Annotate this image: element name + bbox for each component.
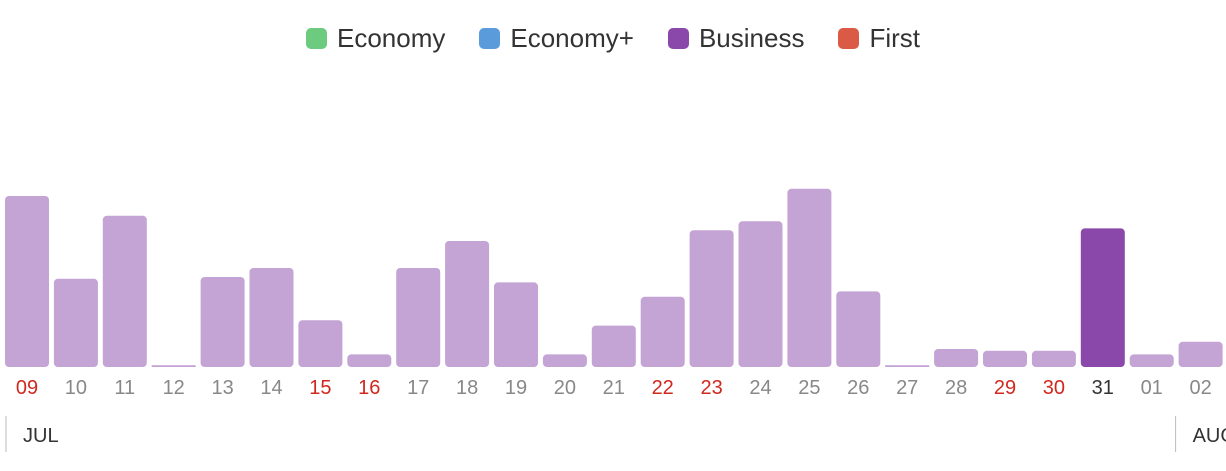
legend-label: Economy — [336, 22, 446, 53]
x-tick-30[interactable]: 30 — [1043, 377, 1065, 399]
legend-label: First — [869, 22, 920, 53]
x-tick-29[interactable]: 29 — [994, 377, 1016, 399]
bar-26[interactable] — [836, 291, 881, 367]
bar-25[interactable] — [787, 188, 832, 367]
bar-31[interactable] — [1080, 228, 1125, 367]
x-tick-21[interactable]: 21 — [603, 377, 625, 399]
month-labels: JUL AUG — [5, 416, 1226, 452]
bar-24[interactable] — [738, 221, 783, 367]
x-tick-02[interactable]: 02 — [1189, 377, 1211, 399]
bar-09[interactable] — [5, 196, 49, 367]
legend-swatch — [838, 27, 860, 49]
x-tick-15[interactable]: 15 — [309, 377, 331, 399]
x-tick-23[interactable]: 23 — [700, 377, 722, 399]
bar-21[interactable] — [591, 325, 636, 367]
legend-swatch — [667, 27, 689, 49]
x-tick-22[interactable]: 22 — [652, 377, 674, 399]
x-tick-11[interactable]: 11 — [114, 377, 135, 399]
bar-10[interactable] — [53, 278, 98, 367]
bar-30[interactable] — [1031, 350, 1076, 367]
legend-label: Economy+ — [510, 22, 634, 53]
month-label-aug: AUG — [1193, 425, 1226, 447]
bar-27[interactable] — [885, 365, 930, 367]
bar-15[interactable] — [298, 320, 343, 367]
legend: Economy Economy+ Business First — [0, 20, 1226, 56]
bar-13[interactable] — [200, 277, 245, 367]
x-tick-14[interactable]: 14 — [260, 377, 282, 399]
bar-29[interactable] — [983, 350, 1027, 367]
bar-14[interactable] — [249, 268, 294, 367]
x-tick-17[interactable]: 17 — [407, 377, 429, 399]
bar-12[interactable] — [151, 365, 196, 367]
x-tick-09[interactable]: 09 — [16, 377, 38, 399]
legend-swatch — [479, 27, 501, 49]
bar-18[interactable] — [445, 241, 490, 367]
x-tick-18[interactable]: 18 — [456, 377, 478, 399]
bar-02[interactable] — [1178, 341, 1223, 367]
x-tick-26[interactable]: 26 — [847, 377, 869, 399]
legend-item-economy[interactable]: Economy — [305, 22, 446, 54]
bars-group — [5, 188, 1223, 367]
month-label-jul: JUL — [23, 425, 59, 447]
bar-23[interactable] — [689, 230, 734, 367]
x-tick-31[interactable]: 31 — [1092, 377, 1114, 399]
x-tick-27[interactable]: 27 — [896, 377, 918, 399]
x-tick-19[interactable]: 19 — [505, 377, 527, 399]
legend-item-first[interactable]: First — [838, 23, 920, 54]
legend-item-economy-plus[interactable]: Economy+ — [479, 23, 634, 54]
bar-28[interactable] — [934, 349, 979, 367]
bar-01[interactable] — [1129, 354, 1174, 367]
x-tick-13[interactable]: 13 — [211, 377, 233, 399]
x-tick-24[interactable]: 24 — [749, 377, 771, 399]
x-tick-12[interactable]: 12 — [163, 377, 185, 399]
bar-17[interactable] — [396, 268, 441, 367]
legend-swatch — [305, 27, 327, 49]
x-tick-10[interactable]: 10 — [65, 377, 87, 399]
bar-11[interactable] — [102, 215, 147, 367]
bar-20[interactable] — [542, 354, 587, 367]
x-tick-28[interactable]: 28 — [945, 377, 967, 399]
legend-label: Business — [698, 22, 805, 53]
legend-item-business[interactable]: Business — [667, 22, 805, 54]
bar-19[interactable] — [494, 282, 538, 367]
x-tick-01[interactable]: 01 — [1141, 377, 1163, 399]
x-tick-25[interactable]: 25 — [798, 377, 820, 399]
bar-22[interactable] — [640, 296, 685, 367]
x-tick-20[interactable]: 20 — [554, 377, 576, 399]
x-tick-labels: 09 10 11 12 13 14 15 16 17 18 19 20 21 22 23 24 25 26 27 28… — [16, 377, 1212, 399]
x-tick-16[interactable]: 16 — [358, 377, 380, 399]
bar-16[interactable] — [347, 354, 392, 367]
